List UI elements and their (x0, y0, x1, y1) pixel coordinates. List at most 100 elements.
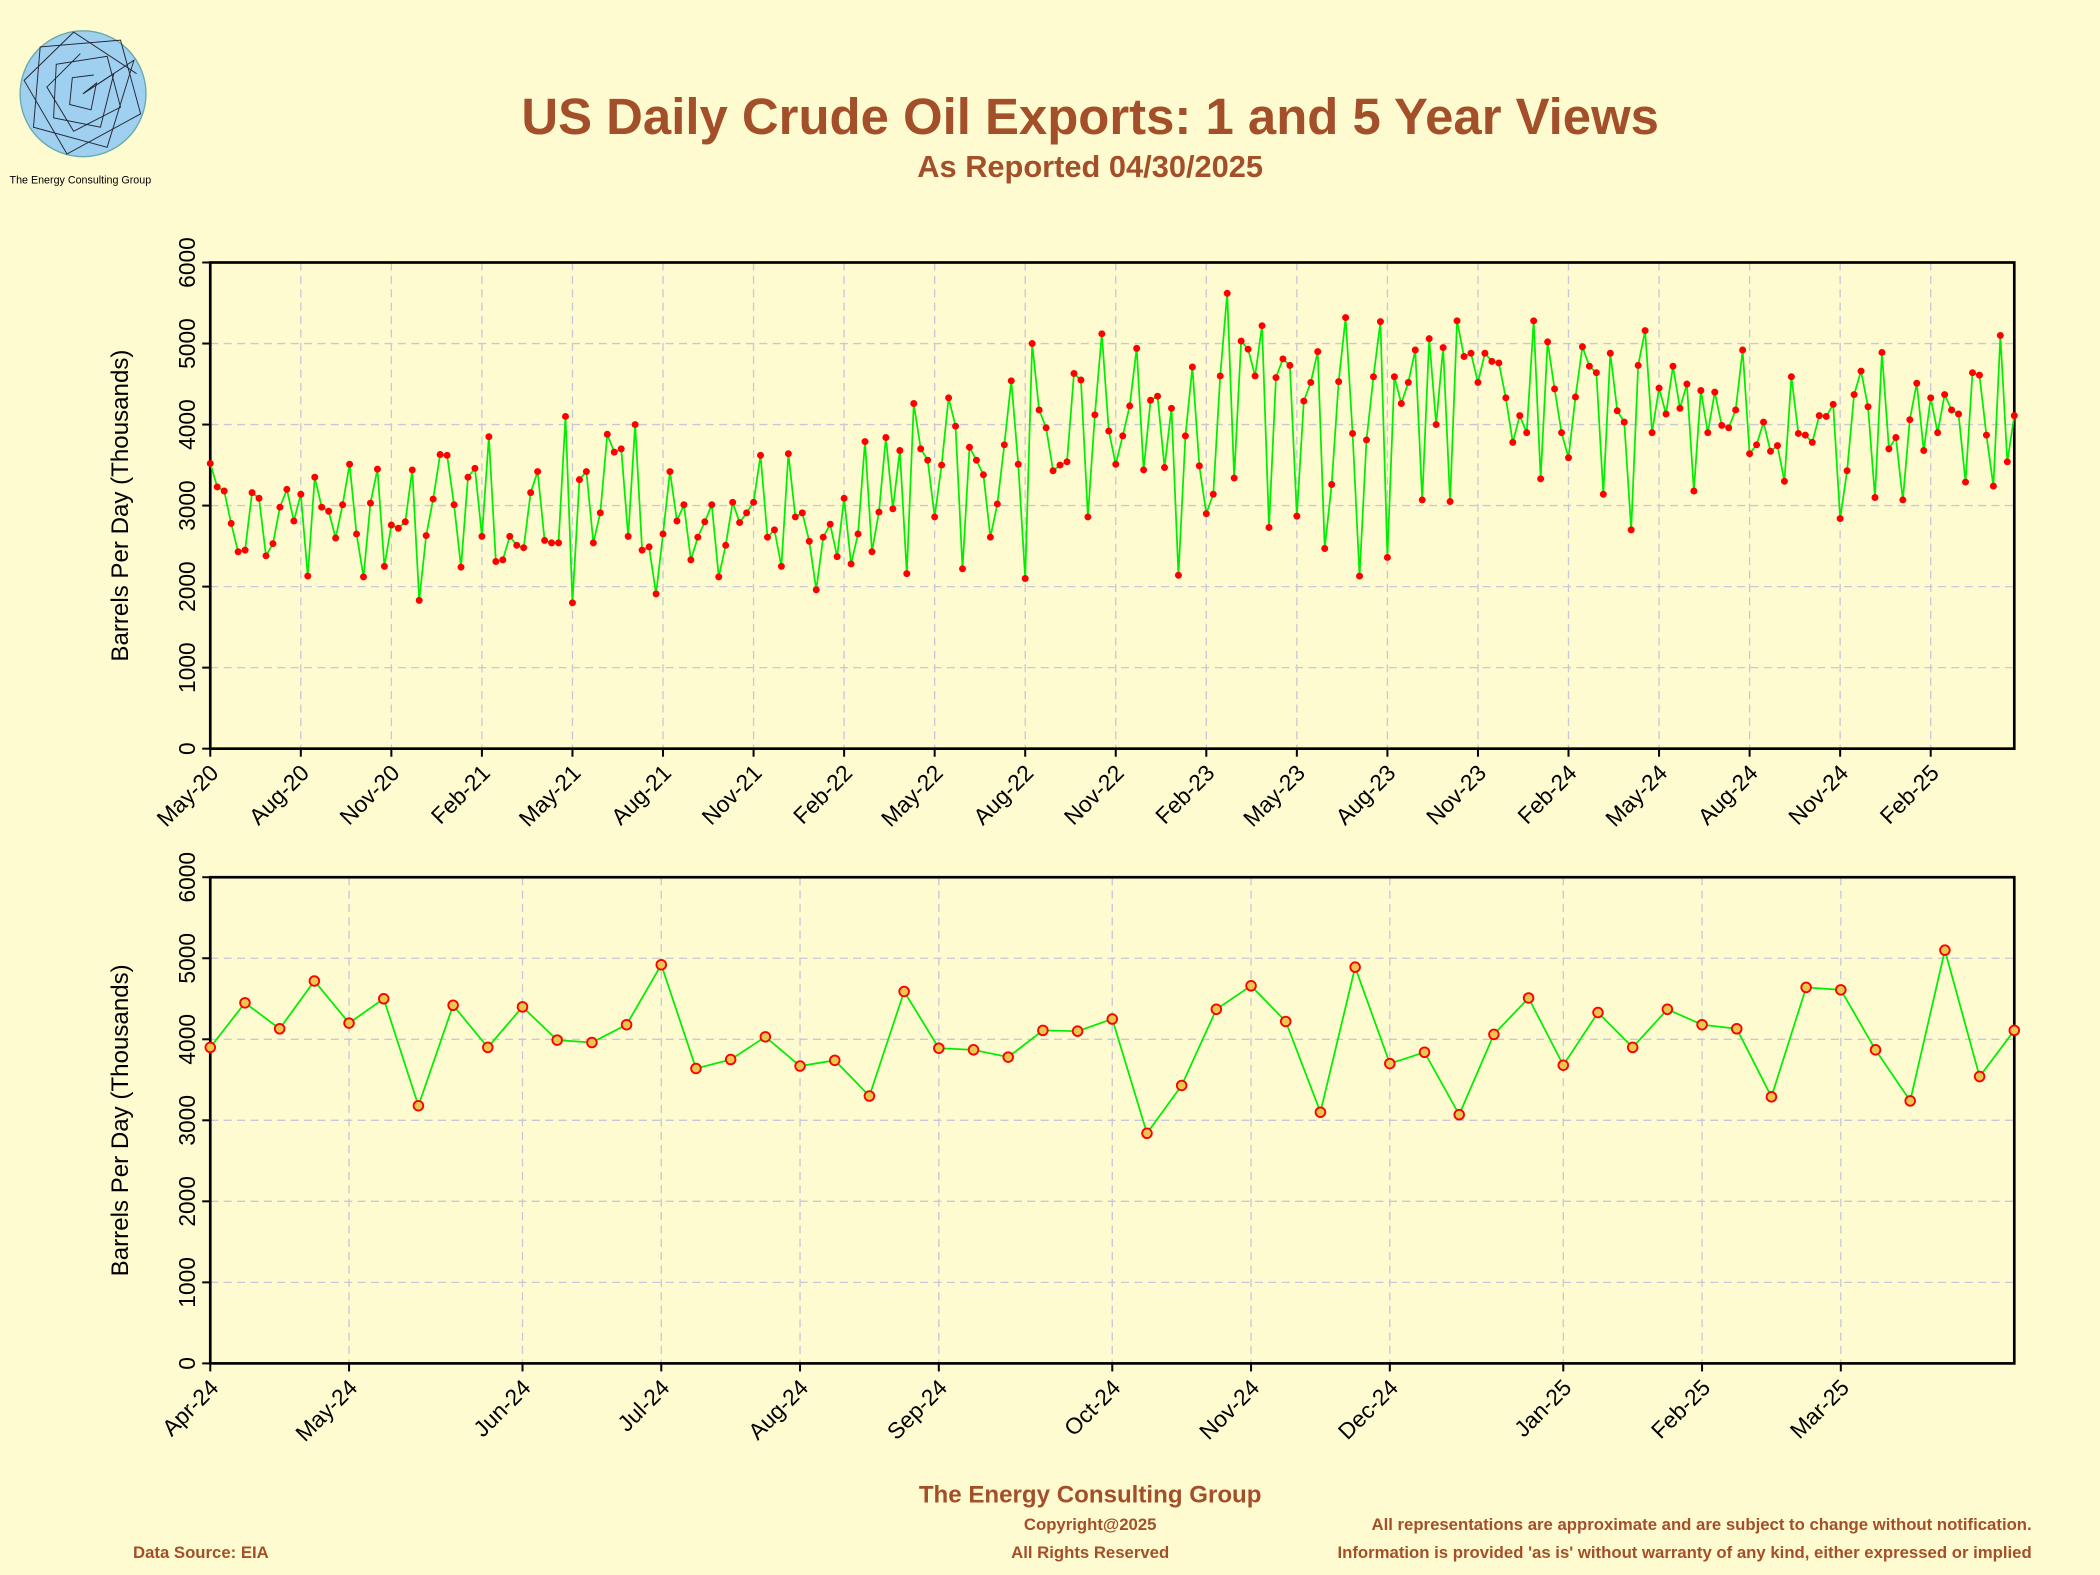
data-point (673, 517, 681, 525)
data-point (1063, 458, 1071, 466)
data-point (380, 562, 388, 570)
data-point (1460, 353, 1468, 360)
data-point (1808, 438, 1816, 446)
data-point (1000, 441, 1008, 449)
data-point (1002, 1051, 1014, 1063)
logo: The Energy Consulting Group (10, 30, 151, 187)
data-point (687, 556, 695, 564)
data-point (311, 473, 319, 481)
data-point (568, 599, 576, 607)
data-point (1432, 421, 1440, 429)
data-point (412, 1099, 425, 1112)
data-point (1676, 404, 1684, 412)
data-point (903, 570, 911, 578)
data-point (1314, 1106, 1327, 1118)
data-point (784, 450, 792, 458)
data-point (1446, 498, 1454, 506)
data-point (1258, 322, 1266, 330)
data-point (541, 536, 549, 544)
data-point (1899, 496, 1907, 504)
data-point (1620, 418, 1628, 426)
y-tick-label: 1000 (174, 1257, 200, 1308)
data-point (1007, 377, 1015, 385)
data-point (1161, 464, 1168, 471)
data-point (1864, 403, 1872, 411)
data-point (2010, 412, 2018, 420)
data-point (638, 546, 646, 554)
data-point (1696, 1018, 1708, 1031)
data-point (1467, 349, 1475, 357)
data-point (1509, 438, 1517, 446)
data-point (1592, 1006, 1604, 1019)
data-point (227, 519, 235, 527)
data-point (759, 1031, 772, 1043)
data-point (652, 590, 660, 598)
data-point (1739, 346, 1747, 354)
data-point (534, 468, 542, 476)
data-point (1245, 980, 1257, 992)
footer-disclaimer: Information is provided 'as is' without … (1337, 1543, 2031, 1562)
data-point (1210, 1003, 1223, 1016)
data-point (1753, 441, 1761, 449)
data-point (1892, 434, 1900, 442)
data-point (1730, 1022, 1743, 1035)
data-point (1801, 431, 1809, 439)
data-point (1989, 482, 1997, 490)
data-point (589, 539, 597, 547)
data-point (1718, 421, 1726, 429)
data-point (979, 471, 987, 479)
data-point (1112, 460, 1120, 468)
data-point (353, 530, 361, 538)
data-point (896, 446, 904, 454)
data-point (729, 498, 737, 506)
data-point (1732, 406, 1740, 414)
data-point (1913, 379, 1921, 387)
data-point (931, 513, 939, 521)
data-point (1869, 1044, 1882, 1056)
data-point (1307, 378, 1315, 386)
data-point (750, 498, 758, 506)
data-point (516, 1001, 529, 1013)
data-point (325, 507, 333, 515)
data-point (1690, 487, 1698, 495)
data-point (1042, 424, 1050, 432)
data-point (1975, 371, 1983, 379)
data-point (1141, 1127, 1153, 1140)
data-point (917, 445, 925, 453)
data-point (1439, 344, 1447, 352)
data-point (882, 434, 890, 442)
data-point (1488, 1028, 1500, 1041)
data-point (492, 558, 500, 565)
data-point (1523, 429, 1531, 437)
data-point (1815, 412, 1823, 420)
data-point (770, 526, 778, 534)
data-point (1321, 545, 1329, 553)
data-point (290, 517, 298, 525)
data-point (1279, 355, 1287, 363)
data-point (366, 499, 374, 507)
plot-frame (208, 261, 2016, 750)
data-point (1973, 1070, 1986, 1083)
data-point (1014, 460, 1022, 468)
data-point (1376, 318, 1384, 326)
y-tick-label: 6000 (174, 852, 200, 903)
data-point (1871, 493, 1879, 501)
y-tick-label: 2000 (174, 561, 200, 612)
data-point (1767, 447, 1774, 455)
footer-disclaimer: All representations are approximate and … (1371, 1515, 2031, 1534)
data-point (1800, 981, 1812, 994)
data-point (1056, 461, 1064, 469)
data-point (819, 533, 827, 541)
data-point (715, 573, 723, 581)
data-point (1286, 361, 1294, 369)
data-point (1105, 427, 1113, 435)
data-point (826, 520, 834, 528)
data-point (429, 495, 437, 503)
data-point (1209, 490, 1217, 498)
y-tick-label: 6000 (174, 237, 200, 288)
data-point (339, 501, 347, 509)
data-point (457, 563, 465, 571)
data-point (220, 487, 228, 495)
data-point (1237, 337, 1245, 345)
